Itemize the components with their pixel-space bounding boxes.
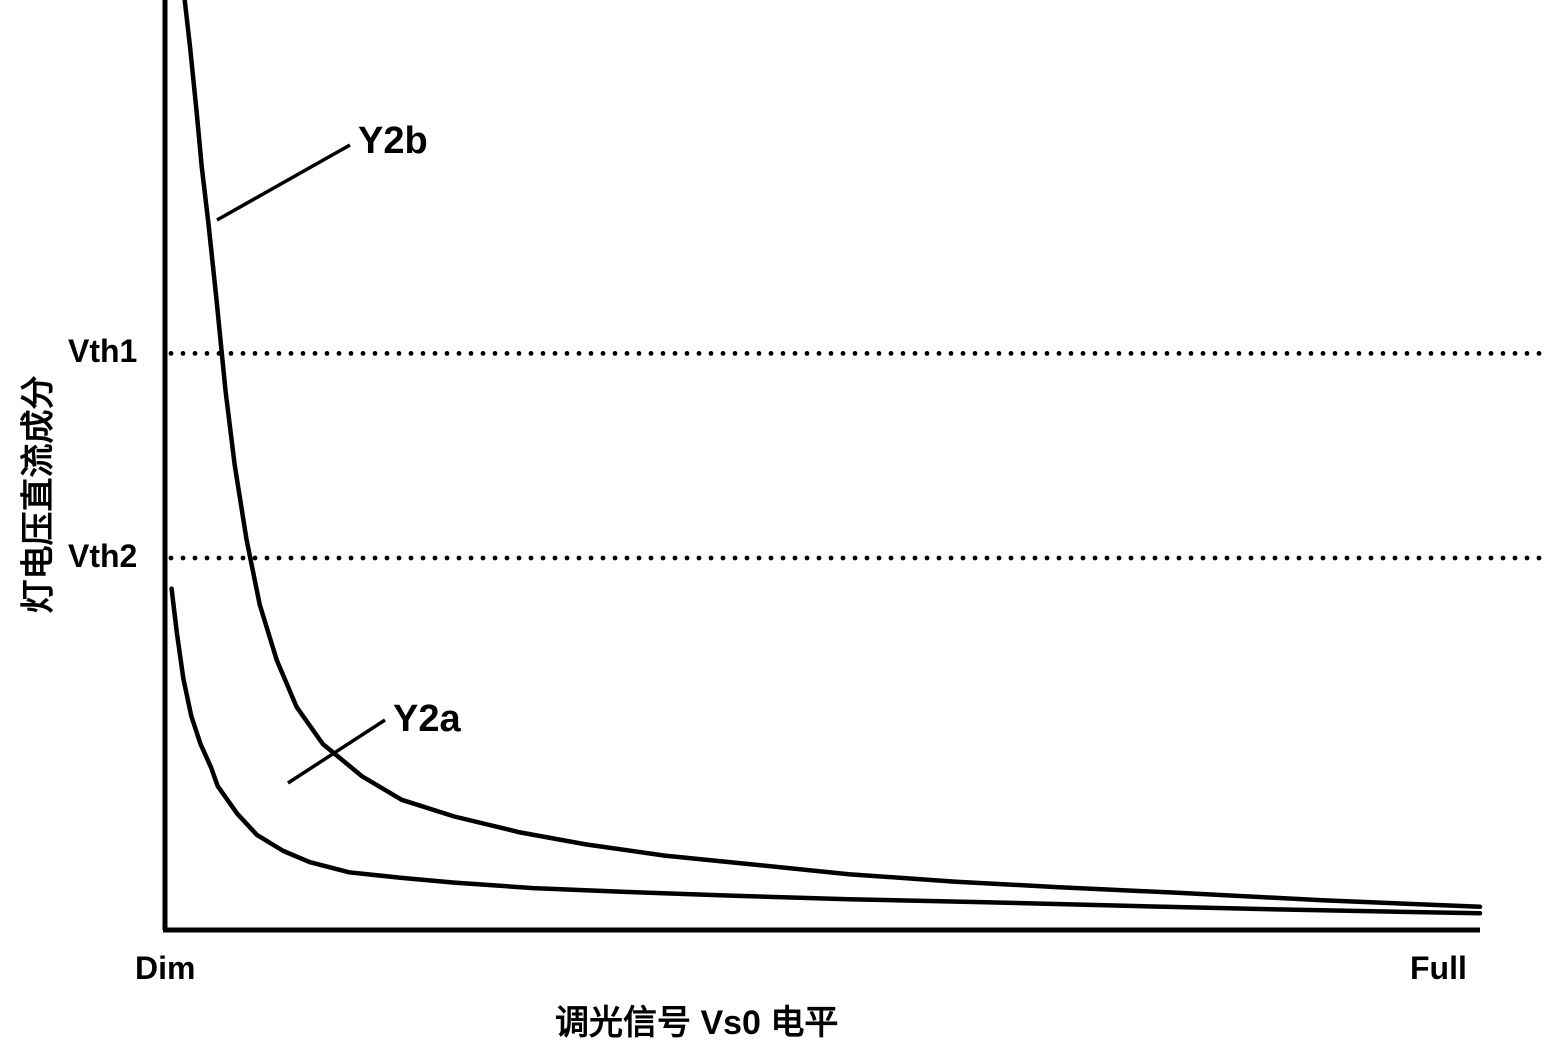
x-axis-label: 调光信号 Vs0 电平 — [555, 995, 838, 1044]
y-axis-label: 灯电压直流成分 — [11, 376, 60, 614]
chart-container: 灯电压直流成分 调光信号 Vs0 电平 Vth1 Vth2 Dim Full Y… — [0, 0, 1555, 1042]
curve-y2b-label: Y2b — [358, 120, 428, 163]
y-threshold-vth1-label: Vth1 — [68, 333, 137, 370]
curve-y2a-label: Y2a — [393, 698, 461, 741]
x-tick-dim-label: Dim — [135, 950, 195, 987]
y-threshold-vth2-label: Vth2 — [68, 538, 137, 575]
x-tick-full-label: Full — [1410, 950, 1467, 987]
chart-svg — [0, 0, 1555, 1042]
